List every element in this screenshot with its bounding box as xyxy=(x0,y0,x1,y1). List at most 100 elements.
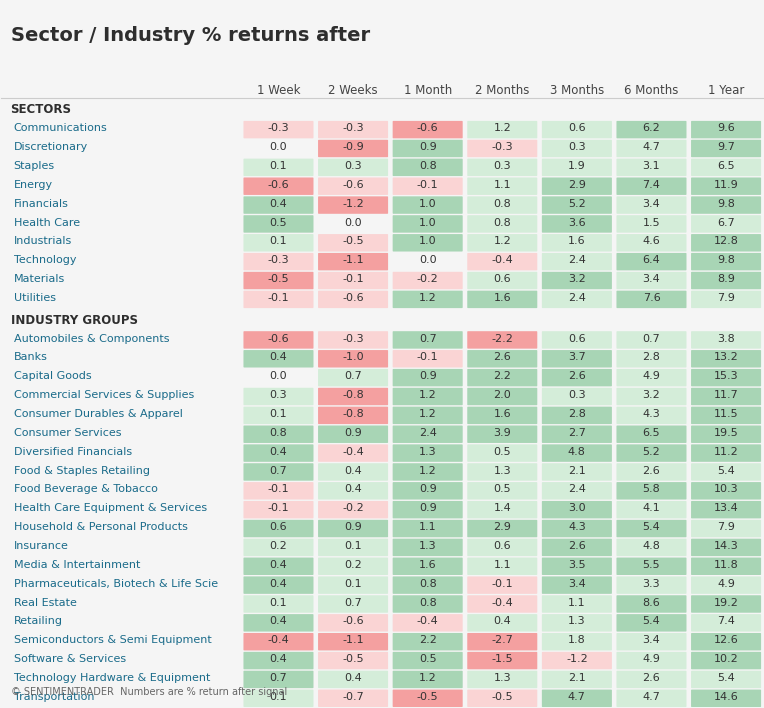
FancyBboxPatch shape xyxy=(318,253,388,270)
FancyBboxPatch shape xyxy=(617,234,687,251)
Text: -0.4: -0.4 xyxy=(491,598,513,607)
Text: 0.7: 0.7 xyxy=(419,333,436,343)
FancyBboxPatch shape xyxy=(617,520,687,537)
FancyBboxPatch shape xyxy=(691,426,761,443)
FancyBboxPatch shape xyxy=(617,482,687,500)
FancyBboxPatch shape xyxy=(617,690,687,707)
FancyBboxPatch shape xyxy=(691,557,761,575)
Text: -0.3: -0.3 xyxy=(342,333,364,343)
Text: 2.1: 2.1 xyxy=(568,673,586,683)
FancyBboxPatch shape xyxy=(244,614,313,632)
Text: 11.8: 11.8 xyxy=(714,560,739,570)
FancyBboxPatch shape xyxy=(468,595,537,612)
Text: -0.3: -0.3 xyxy=(491,142,513,152)
Text: 0.8: 0.8 xyxy=(419,161,436,171)
Text: 3 Months: 3 Months xyxy=(550,84,604,97)
Text: 2.9: 2.9 xyxy=(568,180,586,190)
Text: -0.1: -0.1 xyxy=(417,180,439,190)
Text: 0.3: 0.3 xyxy=(345,161,362,171)
Text: 0.2: 0.2 xyxy=(345,560,362,570)
Text: SECTORS: SECTORS xyxy=(11,103,72,116)
Text: -0.1: -0.1 xyxy=(267,293,290,303)
Text: -0.5: -0.5 xyxy=(267,274,290,284)
Text: 5.8: 5.8 xyxy=(643,484,660,494)
FancyBboxPatch shape xyxy=(691,272,761,290)
Text: 1.1: 1.1 xyxy=(568,598,586,607)
FancyBboxPatch shape xyxy=(691,463,761,481)
FancyBboxPatch shape xyxy=(617,159,687,176)
FancyBboxPatch shape xyxy=(468,520,537,537)
Text: Materials: Materials xyxy=(14,274,65,284)
Text: 0.5: 0.5 xyxy=(419,654,436,664)
Text: 0.4: 0.4 xyxy=(345,484,362,494)
FancyBboxPatch shape xyxy=(318,388,388,405)
FancyBboxPatch shape xyxy=(244,388,313,405)
FancyBboxPatch shape xyxy=(244,539,313,556)
FancyBboxPatch shape xyxy=(542,576,612,594)
FancyBboxPatch shape xyxy=(542,690,612,707)
Text: 4.8: 4.8 xyxy=(643,541,660,551)
FancyBboxPatch shape xyxy=(468,159,537,176)
Text: -0.4: -0.4 xyxy=(491,256,513,266)
FancyBboxPatch shape xyxy=(393,159,463,176)
FancyBboxPatch shape xyxy=(691,331,761,348)
FancyBboxPatch shape xyxy=(318,482,388,500)
Text: -0.6: -0.6 xyxy=(267,333,290,343)
FancyBboxPatch shape xyxy=(393,463,463,481)
Text: Communications: Communications xyxy=(14,123,107,133)
FancyBboxPatch shape xyxy=(393,139,463,157)
FancyBboxPatch shape xyxy=(691,139,761,157)
Text: 0.1: 0.1 xyxy=(270,692,287,702)
FancyBboxPatch shape xyxy=(468,633,537,651)
FancyBboxPatch shape xyxy=(244,159,313,176)
FancyBboxPatch shape xyxy=(393,670,463,688)
Text: 13.4: 13.4 xyxy=(714,503,739,513)
Text: 0.5: 0.5 xyxy=(494,447,511,457)
FancyBboxPatch shape xyxy=(617,501,687,518)
FancyBboxPatch shape xyxy=(244,215,313,233)
FancyBboxPatch shape xyxy=(468,139,537,157)
FancyBboxPatch shape xyxy=(617,215,687,233)
Text: -0.6: -0.6 xyxy=(342,180,364,190)
FancyBboxPatch shape xyxy=(617,445,687,462)
FancyBboxPatch shape xyxy=(393,272,463,290)
Text: 0.4: 0.4 xyxy=(494,617,511,627)
FancyBboxPatch shape xyxy=(542,426,612,443)
FancyBboxPatch shape xyxy=(244,234,313,251)
Text: 2.9: 2.9 xyxy=(494,522,511,532)
Text: 0.8: 0.8 xyxy=(494,217,511,227)
Text: Food Beverage & Tobacco: Food Beverage & Tobacco xyxy=(14,484,157,494)
FancyBboxPatch shape xyxy=(542,253,612,270)
Text: 1 Year: 1 Year xyxy=(708,84,744,97)
FancyBboxPatch shape xyxy=(244,690,313,707)
FancyBboxPatch shape xyxy=(393,388,463,405)
FancyBboxPatch shape xyxy=(393,234,463,251)
Text: Technology Hardware & Equipment: Technology Hardware & Equipment xyxy=(14,673,210,683)
FancyBboxPatch shape xyxy=(318,652,388,669)
FancyBboxPatch shape xyxy=(691,520,761,537)
Text: 1.2: 1.2 xyxy=(419,390,436,400)
Text: 1.9: 1.9 xyxy=(568,161,586,171)
Text: 2.6: 2.6 xyxy=(643,673,660,683)
Text: -2.2: -2.2 xyxy=(491,333,513,343)
Text: Semiconductors & Semi Equipment: Semiconductors & Semi Equipment xyxy=(14,635,212,645)
Text: Financials: Financials xyxy=(14,199,69,209)
Text: 4.9: 4.9 xyxy=(643,371,660,381)
Text: 7.9: 7.9 xyxy=(717,522,735,532)
Text: 1.4: 1.4 xyxy=(494,503,511,513)
FancyBboxPatch shape xyxy=(318,520,388,537)
Text: -1.1: -1.1 xyxy=(342,635,364,645)
FancyBboxPatch shape xyxy=(393,215,463,233)
FancyBboxPatch shape xyxy=(318,445,388,462)
Text: 0.5: 0.5 xyxy=(494,484,511,494)
FancyBboxPatch shape xyxy=(691,178,761,195)
FancyBboxPatch shape xyxy=(691,539,761,556)
FancyBboxPatch shape xyxy=(542,614,612,632)
FancyBboxPatch shape xyxy=(393,196,463,214)
Text: Transportation: Transportation xyxy=(14,692,94,702)
FancyBboxPatch shape xyxy=(318,331,388,348)
Text: 10.3: 10.3 xyxy=(714,484,738,494)
FancyBboxPatch shape xyxy=(468,215,537,233)
FancyBboxPatch shape xyxy=(468,234,537,251)
Text: 1.2: 1.2 xyxy=(419,673,436,683)
